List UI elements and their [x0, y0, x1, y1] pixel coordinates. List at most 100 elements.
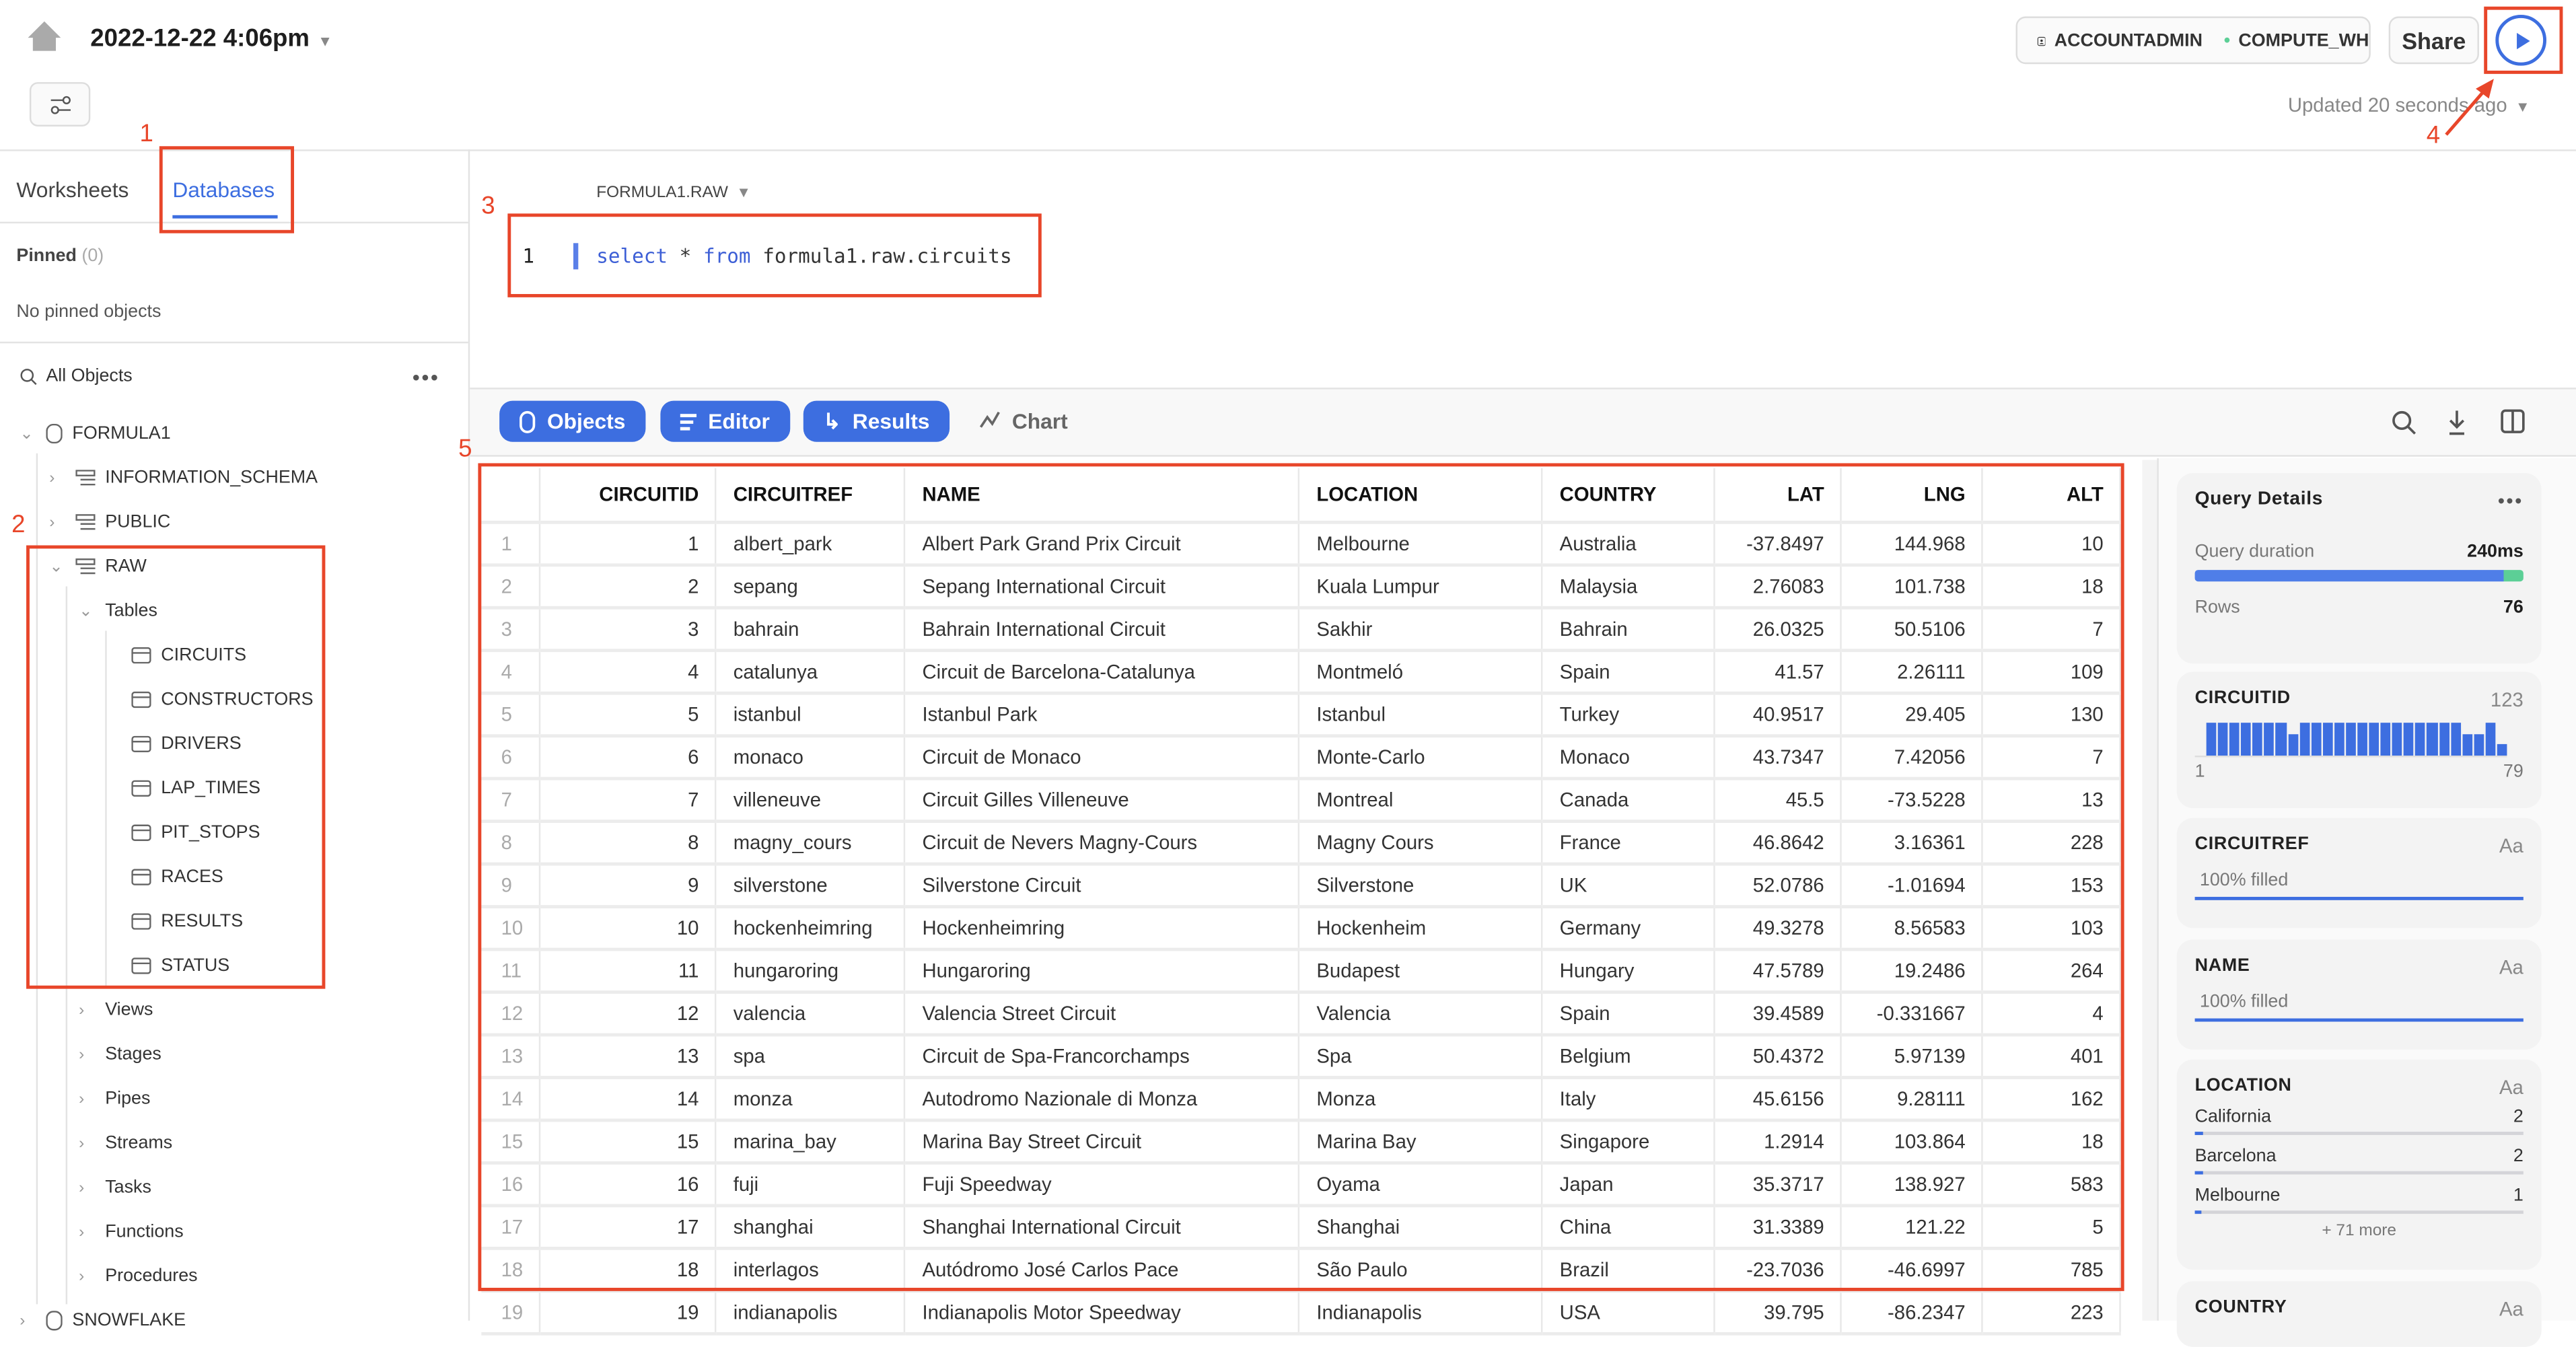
tree-item[interactable]: CIRCUITS [108, 639, 246, 672]
table-row[interactable]: 9 9 silverstone Silverstone Circuit Silverst… [481, 864, 2122, 909]
chevron-down-icon[interactable]: ⌄ [79, 602, 93, 620]
role-warehouse-selector[interactable]: ACCOUNTADMIN • COMPUTE_WH [2015, 16, 2371, 65]
column-card-location[interactable]: LOCATION Aa California 2 Barcelona 2 Melbour… [2176, 1059, 2542, 1270]
tree-item[interactable]: ⌄ Tables [79, 595, 157, 628]
chevron-down-icon[interactable]: ⌄ [20, 425, 34, 443]
column-header[interactable]: COUNTRY [1542, 468, 1716, 524]
tree-item[interactable]: › INFORMATION_SCHEMA [49, 462, 318, 495]
table-row[interactable]: 3 3 bahrain Bahrain International Circuit Sa… [481, 608, 2122, 653]
chevron-right-icon[interactable]: › [49, 513, 55, 532]
tree-item[interactable]: PIT_STOPS [108, 816, 260, 849]
table-row[interactable]: 6 6 monaco Circuit de Monaco Monte-Carlo Mona… [481, 735, 2122, 780]
table-row[interactable]: 15 15 marina_bay Marina Bay Street Circuit M… [481, 1120, 2122, 1165]
column-header[interactable]: LNG [1841, 468, 1984, 524]
table-row[interactable]: 10 10 hockenheimring Hockenheimring Hockenhe… [481, 906, 2122, 951]
frequency-bar [2194, 1132, 2524, 1135]
tree-item[interactable]: STATUS [108, 949, 229, 982]
tree-item[interactable]: RACES [108, 861, 223, 894]
more-options-icon[interactable]: ••• [412, 364, 440, 390]
tree-item[interactable]: RESULTS [108, 905, 243, 938]
table-row[interactable]: 13 13 spa Circuit de Spa-Francorchamps Spa Be… [481, 1035, 2122, 1079]
column-card-country[interactable]: COUNTRY Aa [2176, 1281, 2542, 1347]
tree-item[interactable]: › Streams [79, 1127, 172, 1160]
card-title: Query Details [2194, 489, 2324, 509]
tree-item[interactable]: DRIVERS [108, 727, 242, 760]
objects-toggle[interactable]: Objects [499, 400, 645, 442]
context-selector[interactable]: FORMULA1.RAW ▼ [596, 184, 751, 202]
search-results-button[interactable] [2392, 410, 2417, 440]
sql-editor[interactable]: select * from formula1.raw.circuits [596, 245, 1011, 268]
tree-item[interactable]: › Pipes [79, 1083, 150, 1116]
object-search[interactable]: All Objects [20, 366, 133, 386]
tree-item[interactable]: › PUBLIC [49, 506, 170, 539]
rows-label: Rows [2194, 597, 2240, 618]
table-row[interactable]: 2 2 sepang Sepang International Circuit Kual… [481, 565, 2122, 610]
filter-button[interactable] [29, 82, 91, 126]
download-button[interactable] [2446, 409, 2468, 440]
table-row[interactable]: 16 16 fuji Fuji Speedway Oyama Japan 35.3717 13… [481, 1163, 2122, 1208]
table-row[interactable]: 8 8 magny_cours Circuit de Nevers Magny-Cou… [481, 821, 2122, 866]
chevron-right-icon[interactable]: › [79, 1134, 85, 1153]
tree-item[interactable]: › SNOWFLAKE [20, 1304, 186, 1337]
table-row[interactable]: 18 18 interlagos Autódromo José Carlos Pace… [481, 1248, 2122, 1293]
column-card-circuitid[interactable]: CIRCUITID 123 1 79 [2176, 671, 2542, 809]
row-number: 16 [481, 1163, 542, 1208]
column-card-name[interactable]: NAME Aa 100% filled [2176, 939, 2542, 1050]
more-values-link[interactable]: + 71 more [2322, 1222, 2397, 1241]
worksheet-title[interactable]: 2022-12-22 4:06pm ▼ [90, 25, 332, 53]
histogram-bar [2334, 723, 2345, 756]
chart-toggle[interactable]: Chart [979, 409, 1068, 434]
column-header[interactable]: LOCATION [1299, 468, 1544, 524]
scrollbar[interactable] [2142, 460, 2157, 1321]
table-cell: 18 [1982, 565, 2122, 610]
table-row[interactable]: 7 7 villeneuve Circuit Gilles Villeneuve Mon… [481, 778, 2122, 824]
tree-item[interactable]: LAP_TIMES [108, 772, 260, 805]
chevron-right-icon[interactable]: › [79, 1178, 85, 1197]
tree-item-label: FORMULA1 [72, 423, 171, 444]
chevron-right-icon[interactable]: › [79, 1089, 85, 1108]
frequency-bar-fill [2194, 1171, 2204, 1175]
tree-item[interactable]: › Tasks [79, 1171, 151, 1204]
column-header[interactable]: LAT [1715, 468, 1842, 524]
column-header[interactable]: NAME [904, 468, 1300, 524]
table-row[interactable]: 12 12 valencia Valencia Street Circuit Valen… [481, 992, 2122, 1037]
run-button[interactable] [2495, 14, 2547, 66]
tree-item[interactable]: › Views [79, 994, 153, 1027]
table-row[interactable]: 17 17 shanghai Shanghai International Circu… [481, 1205, 2122, 1250]
chevron-right-icon[interactable]: › [79, 1223, 85, 1241]
tree-item[interactable]: ⌄ RAW [49, 550, 147, 583]
tree-item[interactable]: › Procedures [79, 1260, 197, 1293]
table-row[interactable]: 1 1 albert_park Albert Park Grand Prix Circ… [481, 522, 2122, 567]
chevron-right-icon[interactable]: › [79, 1267, 85, 1286]
editor-toggle[interactable]: Editor [660, 400, 790, 442]
tree-item[interactable]: CONSTRUCTORS [108, 684, 314, 717]
chevron-right-icon[interactable]: › [20, 1311, 26, 1330]
column-header[interactable]: CIRCUITREF [716, 468, 906, 524]
column-card-circuitref[interactable]: CIRCUITREF Aa 100% filled [2176, 817, 2542, 929]
more-options-icon[interactable]: ••• [2497, 489, 2524, 513]
tree-item[interactable]: › Functions [79, 1216, 184, 1249]
home-icon[interactable] [26, 20, 63, 57]
chevron-right-icon[interactable]: › [79, 1045, 85, 1064]
share-button[interactable]: Share [2388, 16, 2479, 65]
tree-item[interactable]: ⌄ FORMULA1 [20, 417, 170, 450]
column-header[interactable]: ALT [1982, 468, 2122, 524]
table-row[interactable]: 4 4 catalunya Circuit de Barcelona-Cataluny… [481, 650, 2122, 695]
table-row[interactable]: 19 19 indianapolis Indianapolis Motor Speed… [481, 1290, 2122, 1336]
table-row[interactable]: 5 5 istanbul Istanbul Park Istanbul Turkey 40.… [481, 693, 2122, 738]
results-toggle[interactable]: ↳ Results [803, 400, 950, 442]
histogram-bar [2229, 723, 2240, 756]
chevron-right-icon[interactable]: › [79, 1000, 85, 1019]
table-cell: 103.864 [1841, 1120, 1984, 1165]
histogram-bar [2369, 723, 2380, 756]
chevron-right-icon[interactable]: › [49, 468, 55, 487]
table-cell: 5 [1982, 1205, 2122, 1250]
tab-databases[interactable]: Databases [172, 177, 275, 203]
tree-item[interactable]: › Stages [79, 1038, 162, 1071]
table-row[interactable]: 14 14 monza Autodromo Nazionale di Monza Mon… [481, 1077, 2122, 1122]
column-header[interactable]: CIRCUITID [540, 468, 717, 524]
tab-worksheets[interactable]: Worksheets [16, 177, 129, 203]
toggle-panel-button[interactable] [2501, 409, 2526, 439]
table-row[interactable]: 11 11 hungaroring Hungaroring Budapest Hungar… [481, 949, 2122, 994]
chevron-down-icon[interactable]: ⌄ [49, 557, 63, 576]
